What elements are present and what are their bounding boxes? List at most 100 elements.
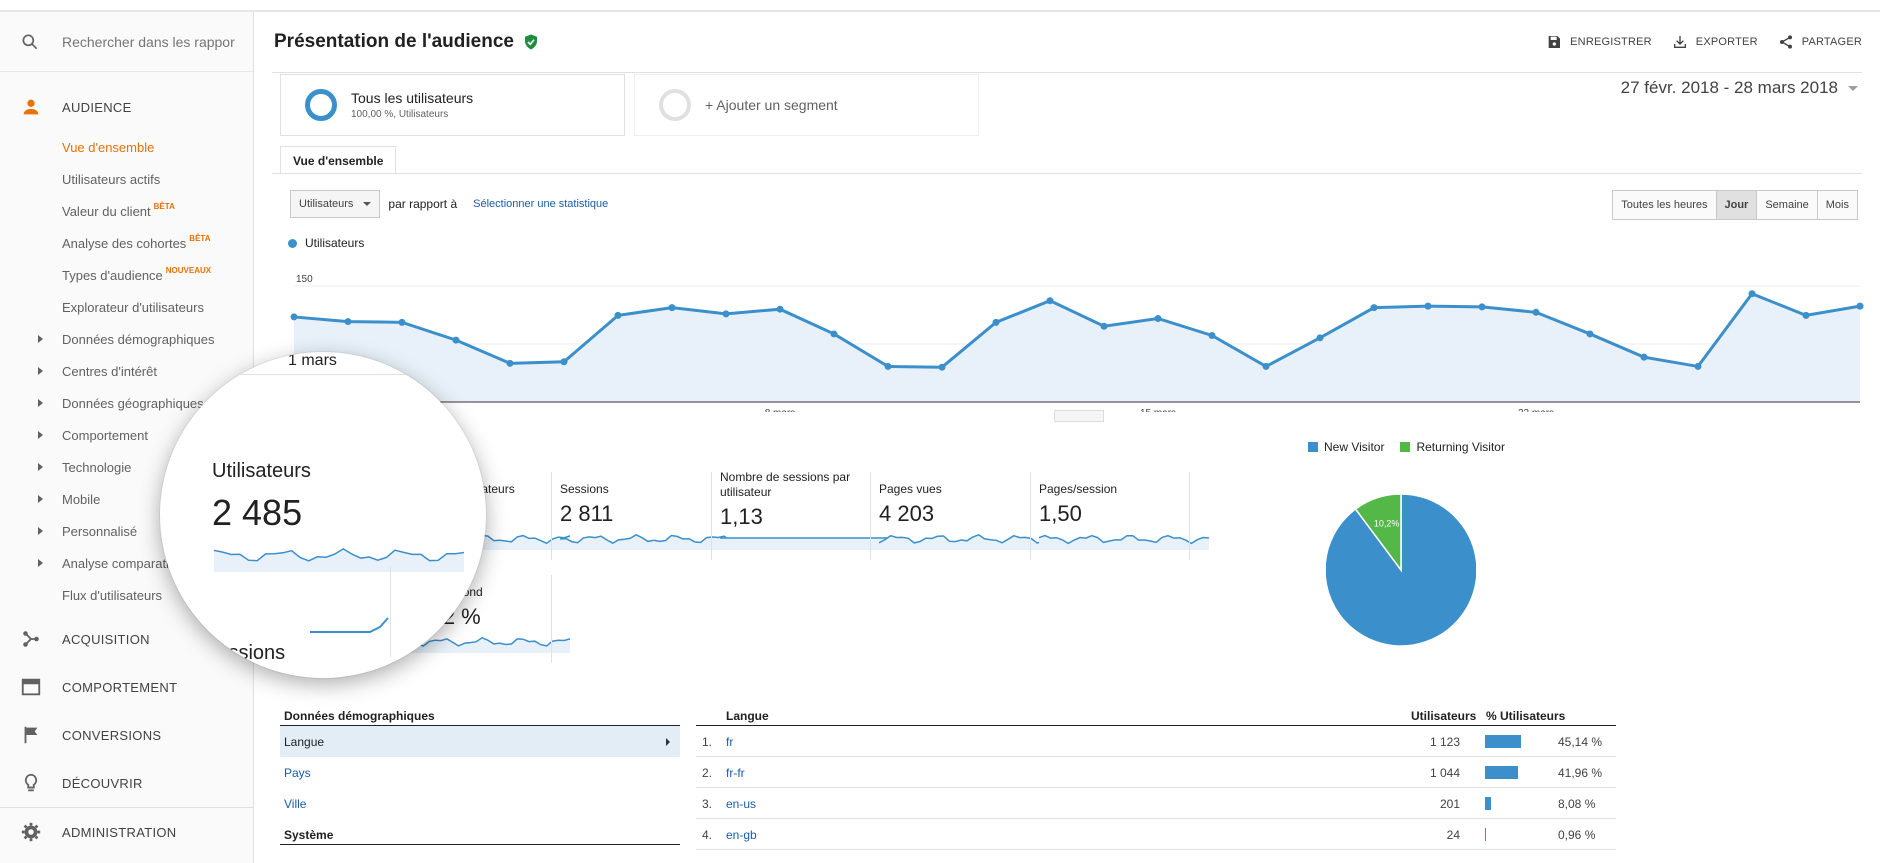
sidebar-item-explorateur[interactable]: Explorateur d'utilisateurs [0, 291, 253, 323]
data-point[interactable] [398, 318, 406, 326]
legend-swatch [1308, 442, 1318, 452]
nav-comportement[interactable]: COMPORTEMENT [0, 663, 253, 711]
data-point[interactable] [1532, 308, 1540, 316]
sidebar-item-label: Centres d'intérêt [62, 363, 157, 379]
sparkline-line [560, 533, 730, 544]
tab-overview[interactable]: Vue d'ensemble [280, 146, 397, 174]
data-point[interactable] [1370, 304, 1378, 312]
segment-all-users[interactable]: Tous les utilisateurs 100,00 %, Utilisat… [280, 74, 625, 136]
nav-conversions[interactable]: CONVERSIONS [0, 711, 253, 759]
metric-pages-vues[interactable]: Pages vues 4 203 [879, 482, 1059, 550]
data-point[interactable] [668, 304, 676, 312]
sidebar-item-valeur-client[interactable]: Valeur du client BÊTA [0, 195, 253, 227]
pie-slice[interactable] [1354, 493, 1402, 573]
time-button-week[interactable]: Semaine [1756, 191, 1817, 219]
data-point[interactable] [1154, 314, 1162, 322]
segment-title: Tous les utilisateurs [351, 90, 474, 106]
sidebar-item-personnalise[interactable]: Personnalisé [0, 515, 253, 547]
data-point[interactable] [560, 358, 568, 366]
add-segment-button[interactable]: + Ajouter un segment [634, 74, 979, 136]
data-point[interactable] [992, 318, 1000, 326]
data-point[interactable] [1748, 290, 1756, 298]
data-point[interactable] [938, 363, 946, 371]
data-point[interactable] [776, 305, 784, 313]
sidebar-item-analyse-cohortes[interactable]: Analyse des cohortes BÊTA [0, 227, 253, 259]
select-statistic-link[interactable]: Sélectionner une statistique [473, 198, 609, 210]
sidebar-item-mobile[interactable]: Mobile [0, 483, 253, 515]
data-point[interactable] [1478, 303, 1486, 311]
data-point[interactable] [452, 336, 460, 344]
sidebar-item-flux-utilisateurs[interactable]: Flux d'utilisateurs [0, 579, 253, 611]
lens-sparkline [214, 548, 464, 572]
save-button[interactable]: ENREGISTRER [1546, 34, 1652, 50]
row-language-link[interactable]: en-gb [726, 828, 757, 842]
metric-pages-session[interactable]: Pages/session 1,50 [1039, 482, 1219, 550]
data-point[interactable] [344, 318, 352, 326]
data-point[interactable] [1424, 302, 1432, 310]
metric-divider [1189, 472, 1190, 560]
sidebar-item-donnees-demographiques[interactable]: Données démographiques [0, 323, 253, 355]
table-header: Langue Utilisateurs % Utilisateurs [696, 706, 1616, 726]
metric-select[interactable]: Utilisateurs [290, 190, 381, 218]
time-button-month[interactable]: Mois [1816, 191, 1857, 219]
row-language-link[interactable]: en-us [726, 797, 757, 811]
metric-sessions-par-utilisateur[interactable]: Nombre de sessions par utilisateur 1,13 [720, 470, 890, 550]
metric-value: 1,13 [720, 504, 763, 529]
data-point[interactable] [614, 311, 622, 319]
data-point[interactable] [1046, 297, 1054, 305]
export-button[interactable]: EXPORTER [1672, 34, 1758, 50]
row-share-bar [1485, 797, 1492, 810]
data-point[interactable] [506, 359, 514, 367]
x-tick-label: 8 mars [765, 408, 796, 412]
sidebar-search[interactable]: Rechercher dans les rappor [0, 12, 253, 72]
metric-divider [551, 575, 552, 663]
sidebar-item-centres-interet[interactable]: Centres d'intérêt [0, 355, 253, 387]
date-range-picker[interactable]: 27 févr. 2018 - 28 mars 2018 [1621, 78, 1858, 98]
sidebar-item-technologie[interactable]: Technologie [0, 451, 253, 483]
demo-item-langue[interactable]: Langue [280, 726, 680, 757]
chart-collapse-handle[interactable] [1054, 410, 1104, 422]
sidebar-item-utilisateurs-actifs[interactable]: Utilisateurs actifs [0, 163, 253, 195]
nav-audience[interactable]: AUDIENCE [0, 83, 253, 131]
data-point[interactable] [1262, 362, 1270, 370]
time-button-day[interactable]: Jour [1715, 191, 1757, 219]
data-point[interactable] [1100, 322, 1108, 330]
sidebar-item-donnees-geographiques[interactable]: Données géographiques [0, 387, 253, 419]
data-point[interactable] [1640, 353, 1648, 361]
data-point[interactable] [722, 310, 730, 318]
sidebar-item-analyse-comparative[interactable]: Analyse comparative [0, 547, 253, 579]
nav-administration[interactable]: ADMINISTRATION [0, 808, 253, 856]
row-language-link[interactable]: fr-fr [726, 766, 745, 780]
sidebar-item-types-audience[interactable]: Types d'audience NOUVEAUX [0, 259, 253, 291]
time-button-hours[interactable]: Toutes les heures [1613, 191, 1716, 219]
demo-item-label: Langue [284, 734, 325, 749]
row-index: 3. [702, 797, 713, 811]
nav-decouvrir[interactable]: DÉCOUVRIR [0, 759, 253, 807]
share-button[interactable]: PARTAGER [1778, 34, 1862, 50]
legend-new-visitor: New Visitor [1308, 440, 1384, 454]
data-point[interactable] [290, 313, 298, 321]
sidebar-item-comportement[interactable]: Comportement [0, 419, 253, 451]
data-point[interactable] [830, 330, 838, 338]
segment-ring-icon [305, 89, 337, 121]
data-point[interactable] [1694, 362, 1702, 370]
data-point[interactable] [1802, 311, 1810, 319]
demo-item-ville[interactable]: Ville [284, 796, 307, 811]
lens-metric-label: Utilisateurs [212, 460, 311, 482]
data-point[interactable] [1856, 302, 1864, 310]
data-point[interactable] [1208, 331, 1216, 339]
row-share-bar [1485, 828, 1486, 841]
chevron-down-icon [363, 202, 372, 206]
search-input[interactable]: Rechercher dans les rappor [62, 33, 235, 50]
new-badge: NOUVEAUX [165, 265, 212, 275]
row-language-link[interactable]: fr [726, 735, 734, 749]
demo-item-pays[interactable]: Pays [284, 765, 311, 780]
sidebar-item-vue-ensemble[interactable]: Vue d'ensemble [0, 131, 253, 163]
metric-sessions[interactable]: Sessions 2 811 [560, 482, 740, 550]
data-point[interactable] [1586, 330, 1594, 338]
nav-acquisition[interactable]: ACQUISITION [0, 615, 253, 663]
metric-value: 4 203 [879, 501, 935, 526]
data-point[interactable] [884, 362, 892, 370]
data-point[interactable] [1316, 334, 1324, 342]
sidebar-item-label: Explorateur d'utilisateurs [62, 299, 204, 315]
